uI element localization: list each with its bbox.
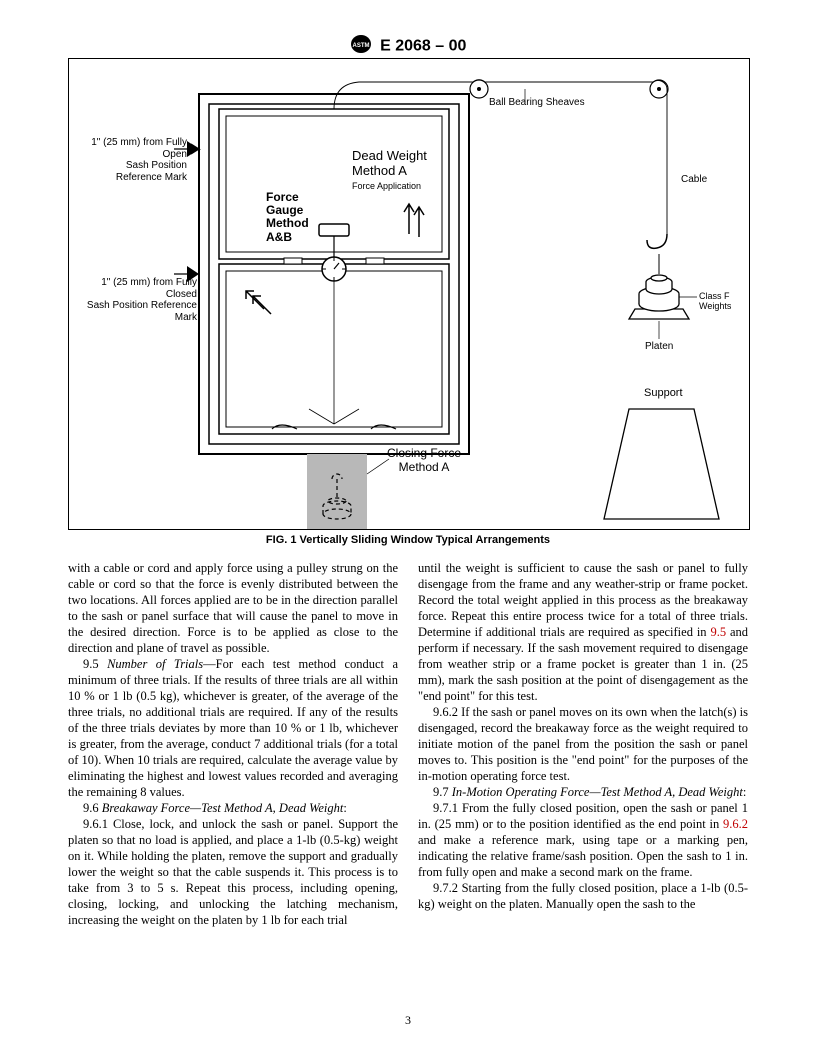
label-ball-bearing: Ball Bearing Sheaves <box>489 97 585 109</box>
label-open-ref: 1" (25 mm) from Fully Open Sash Position… <box>77 137 187 183</box>
sec-title: In-Motion Operating Force—Test Method A,… <box>452 785 743 799</box>
para-9-6: 9.6 Breakaway Force—Test Method A, Dead … <box>68 800 398 816</box>
ref-9-6-2: 9.6.2 <box>723 817 748 831</box>
para-9-5: 9.5 Number of Trials—For each test metho… <box>68 656 398 800</box>
label-force-gauge: Force Gauge Method A&B <box>266 191 309 244</box>
ref-9-5: 9.5 <box>710 625 726 639</box>
sec-tail: : <box>743 785 746 799</box>
page-header: ASTM E 2068 – 00 <box>0 34 816 59</box>
label-support: Support <box>644 387 683 400</box>
secnum: 9.6 <box>83 801 102 815</box>
sec-title: Breakaway Force—Test Method A, Dead Weig… <box>102 801 344 815</box>
label-class-f: Class F Weights <box>699 291 749 312</box>
secnum: 9.6.2 <box>433 705 461 719</box>
para-9-6-1: 9.6.1 Close, lock, and unlock the sash o… <box>68 816 398 928</box>
para-9-4-cont: with a cable or cord and apply force usi… <box>68 560 398 656</box>
secnum: 9.7.1 <box>433 801 462 815</box>
sec-title: Number of Trials <box>107 657 203 671</box>
figure-caption: FIG. 1 Vertically Sliding Window Typical… <box>0 534 816 546</box>
label-dead-weight: Dead Weight Method A <box>352 149 427 179</box>
para-9-7-1: 9.7.1 From the fully closed position, op… <box>418 800 748 880</box>
sec-body: Starting from the fully closed position,… <box>418 881 748 911</box>
para-9-6-2: 9.6.2 If the sash or panel moves on its … <box>418 704 748 784</box>
secnum: 9.5 <box>83 657 107 671</box>
designation-text: E 2068 – 00 <box>380 38 466 55</box>
sec-tail: : <box>343 801 346 815</box>
para-9-7: 9.7 In-Motion Operating Force—Test Metho… <box>418 784 748 800</box>
secnum: 9.7 <box>433 785 452 799</box>
para-9-6-1-cont: until the weight is sufficient to cause … <box>418 560 748 704</box>
sec-body: If the sash or panel moves on its own wh… <box>418 705 748 783</box>
secnum: 9.6.1 <box>83 817 113 831</box>
label-cable: Cable <box>681 174 707 186</box>
label-closed-ref: 1" (25 mm) from Fully Closed Sash Positi… <box>77 277 197 323</box>
label-platen: Platen <box>645 341 673 353</box>
body-a: From the fully closed position, open the… <box>418 801 748 831</box>
secnum: 9.7.2 <box>433 881 462 895</box>
label-closing: Closing Force Method A <box>387 447 461 475</box>
label-force-app: Force Application <box>352 181 421 191</box>
body-a: until the weight is sufficient to cause … <box>418 561 748 639</box>
sec-body: Close, lock, and unlock the sash or pane… <box>68 817 398 927</box>
figure-1: Ball Bearing Sheaves 1" (25 mm) from Ful… <box>68 58 750 530</box>
svg-text:ASTM: ASTM <box>352 43 369 49</box>
body-b: and make a reference mark, using tape or… <box>418 833 748 879</box>
astm-logo-icon: ASTM <box>350 34 372 59</box>
body-columns: with a cable or cord and apply force usi… <box>68 560 748 928</box>
para-9-7-2: 9.7.2 Starting from the fully closed pos… <box>418 880 748 912</box>
sec-body: —For each test method conduct a minimum … <box>68 657 398 799</box>
page-number: 3 <box>0 1013 816 1028</box>
